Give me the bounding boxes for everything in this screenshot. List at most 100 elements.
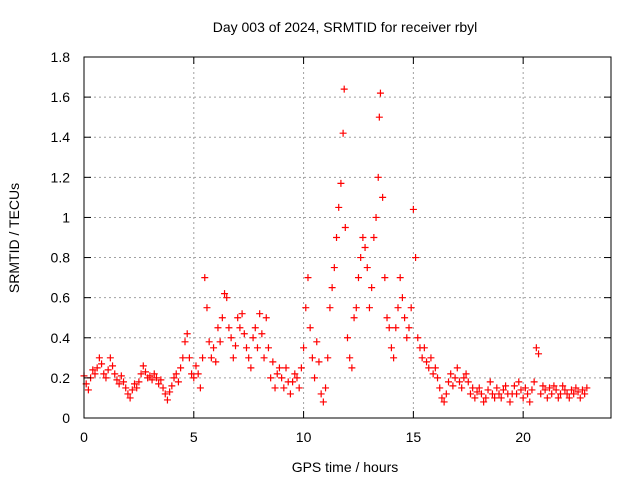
data-point-plus	[497, 394, 505, 402]
data-point-plus	[159, 384, 167, 392]
data-point-plus	[122, 384, 130, 392]
data-point-plus	[322, 384, 330, 392]
data-point-plus	[486, 378, 494, 386]
data-point-plus	[574, 388, 582, 396]
data-point-plus	[473, 388, 481, 396]
y-tick-label: 1.8	[51, 49, 71, 65]
data-point-plus	[172, 370, 180, 378]
data-point-plus	[236, 324, 244, 332]
data-point-plus	[567, 386, 575, 394]
y-axis-title: SRMTID / TECUs	[6, 183, 22, 293]
data-point-plus	[161, 390, 169, 398]
data-point-plus	[137, 370, 145, 378]
data-point-plus	[453, 364, 461, 372]
data-point-plus	[238, 310, 246, 318]
data-point-plus	[412, 254, 420, 262]
data-point-plus	[212, 358, 220, 366]
data-point-plus	[521, 384, 529, 392]
data-point-plus	[104, 366, 112, 374]
data-point-plus	[278, 374, 286, 382]
data-point-plus	[581, 390, 589, 398]
data-point-plus	[192, 362, 200, 370]
data-point-plus	[117, 372, 125, 380]
data-point-plus	[253, 344, 261, 352]
data-point-plus	[491, 394, 499, 402]
data-point-plus	[95, 354, 103, 362]
data-point-plus	[556, 390, 564, 398]
data-point-plus	[396, 274, 404, 282]
data-point-plus	[499, 386, 507, 394]
data-point-plus	[183, 330, 191, 338]
data-point-plus	[480, 398, 488, 406]
y-tick-label: 0.6	[51, 290, 71, 306]
data-point-plus	[436, 384, 444, 392]
data-point-plus	[409, 205, 417, 213]
data-point-plus	[477, 390, 485, 398]
data-point-plus	[269, 358, 277, 366]
data-point-plus	[311, 374, 319, 382]
data-point-plus	[423, 358, 431, 366]
data-point-plus	[348, 364, 356, 372]
data-point-plus	[128, 386, 136, 394]
data-point-plus	[111, 370, 119, 378]
data-point-plus	[440, 398, 448, 406]
y-axis-ticks: 0 0.2 0.4 0.6 0.8 1 1.2 1.4 1.6 1.8	[51, 49, 611, 426]
data-point-plus	[361, 244, 369, 252]
data-point-plus	[141, 368, 149, 376]
data-point-plus	[407, 304, 415, 312]
data-point-plus	[240, 330, 248, 338]
data-point-plus	[319, 398, 327, 406]
data-point-plus	[385, 324, 393, 332]
data-point-plus	[326, 304, 334, 312]
plot-frame	[83, 56, 612, 419]
data-point-plus	[429, 370, 437, 378]
data-point-plus	[565, 394, 573, 402]
data-point-plus	[519, 394, 527, 402]
data-point-plus	[227, 334, 235, 342]
data-point-plus	[449, 382, 457, 390]
data-point-plus	[442, 390, 450, 398]
data-point-plus	[133, 384, 141, 392]
data-point-plus	[245, 354, 253, 362]
data-point-plus	[207, 354, 215, 362]
data-point-plus	[352, 304, 360, 312]
data-point-plus	[451, 374, 459, 382]
data-point-plus	[394, 304, 402, 312]
data-point-plus	[280, 384, 288, 392]
data-point-plus	[365, 304, 373, 312]
data-point-plus	[528, 386, 536, 394]
x-tick-label: 10	[296, 429, 312, 445]
data-point-plus	[370, 234, 378, 241]
data-point-plus	[249, 334, 257, 342]
y-tick-label: 1.4	[51, 129, 71, 145]
data-point-plus	[282, 364, 290, 372]
data-point-plus	[462, 370, 470, 378]
data-point-plus	[234, 314, 242, 322]
data-point-plus	[576, 394, 584, 402]
data-point-plus	[455, 378, 463, 386]
data-point-plus	[546, 384, 554, 392]
data-point-plus	[524, 390, 532, 398]
data-point-plus	[289, 378, 297, 386]
data-point-plus	[109, 362, 117, 370]
data-point-plus	[330, 264, 338, 272]
data-point-plus	[537, 390, 545, 398]
data-point-plus	[196, 384, 204, 392]
data-point-plus	[218, 314, 226, 322]
data-point-plus	[242, 344, 250, 352]
data-point-plus	[177, 364, 185, 372]
data-point-plus	[295, 384, 303, 392]
data-point-plus	[247, 364, 255, 372]
data-point-plus	[181, 338, 189, 346]
x-tick-label: 5	[190, 429, 198, 445]
data-point-plus	[214, 324, 222, 332]
y-tick-label: 1	[62, 209, 70, 225]
data-point-plus	[225, 324, 233, 332]
data-point-plus	[458, 384, 466, 392]
data-point-plus	[106, 354, 114, 362]
data-point-plus	[344, 334, 351, 342]
data-point-plus	[199, 354, 207, 362]
data-point-plus	[552, 386, 560, 394]
data-point-plus	[339, 129, 347, 137]
